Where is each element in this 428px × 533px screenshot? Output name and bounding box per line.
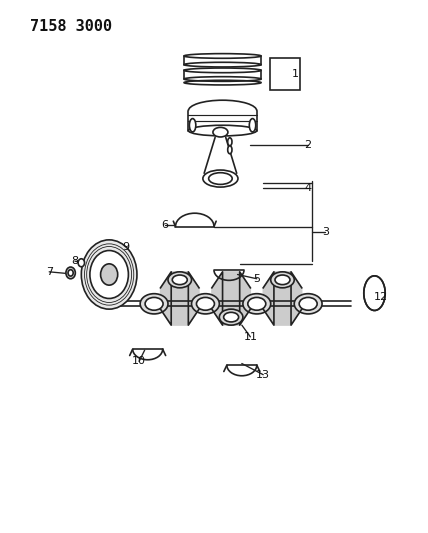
Ellipse shape [209, 173, 232, 184]
Ellipse shape [228, 138, 232, 146]
Text: 6: 6 [161, 220, 168, 230]
Ellipse shape [364, 276, 385, 310]
Text: 11: 11 [244, 332, 257, 342]
Text: 7: 7 [46, 267, 53, 277]
Ellipse shape [78, 259, 84, 266]
Bar [270, 58, 300, 90]
Ellipse shape [219, 309, 243, 325]
Polygon shape [204, 138, 237, 173]
Ellipse shape [191, 294, 219, 314]
Ellipse shape [172, 275, 187, 285]
Text: 13: 13 [256, 370, 270, 379]
Ellipse shape [275, 275, 290, 285]
Polygon shape [263, 272, 302, 325]
Ellipse shape [294, 294, 322, 314]
Ellipse shape [228, 146, 232, 154]
Text: 12: 12 [374, 292, 388, 302]
Ellipse shape [223, 312, 239, 322]
Ellipse shape [68, 270, 73, 276]
Ellipse shape [299, 297, 317, 310]
Ellipse shape [189, 118, 196, 132]
Ellipse shape [66, 267, 75, 279]
Ellipse shape [248, 297, 266, 310]
Ellipse shape [140, 294, 168, 314]
Ellipse shape [101, 264, 118, 285]
Ellipse shape [168, 272, 191, 288]
Ellipse shape [81, 240, 137, 309]
Text: 1: 1 [292, 69, 299, 78]
Ellipse shape [213, 127, 228, 137]
Text: 9: 9 [123, 242, 130, 252]
Ellipse shape [243, 294, 271, 314]
Text: 3: 3 [322, 227, 329, 237]
Polygon shape [160, 272, 199, 325]
Text: 7158 3000: 7158 3000 [30, 19, 112, 34]
Ellipse shape [196, 297, 214, 310]
Text: 10: 10 [132, 357, 146, 366]
Text: 4: 4 [305, 183, 312, 192]
Ellipse shape [203, 170, 238, 187]
Polygon shape [212, 272, 250, 325]
Ellipse shape [90, 251, 128, 298]
Ellipse shape [145, 297, 163, 310]
Ellipse shape [249, 118, 256, 132]
Text: 8: 8 [71, 256, 78, 266]
Ellipse shape [271, 272, 294, 288]
Text: 2: 2 [305, 140, 312, 150]
Text: 5: 5 [253, 274, 260, 284]
